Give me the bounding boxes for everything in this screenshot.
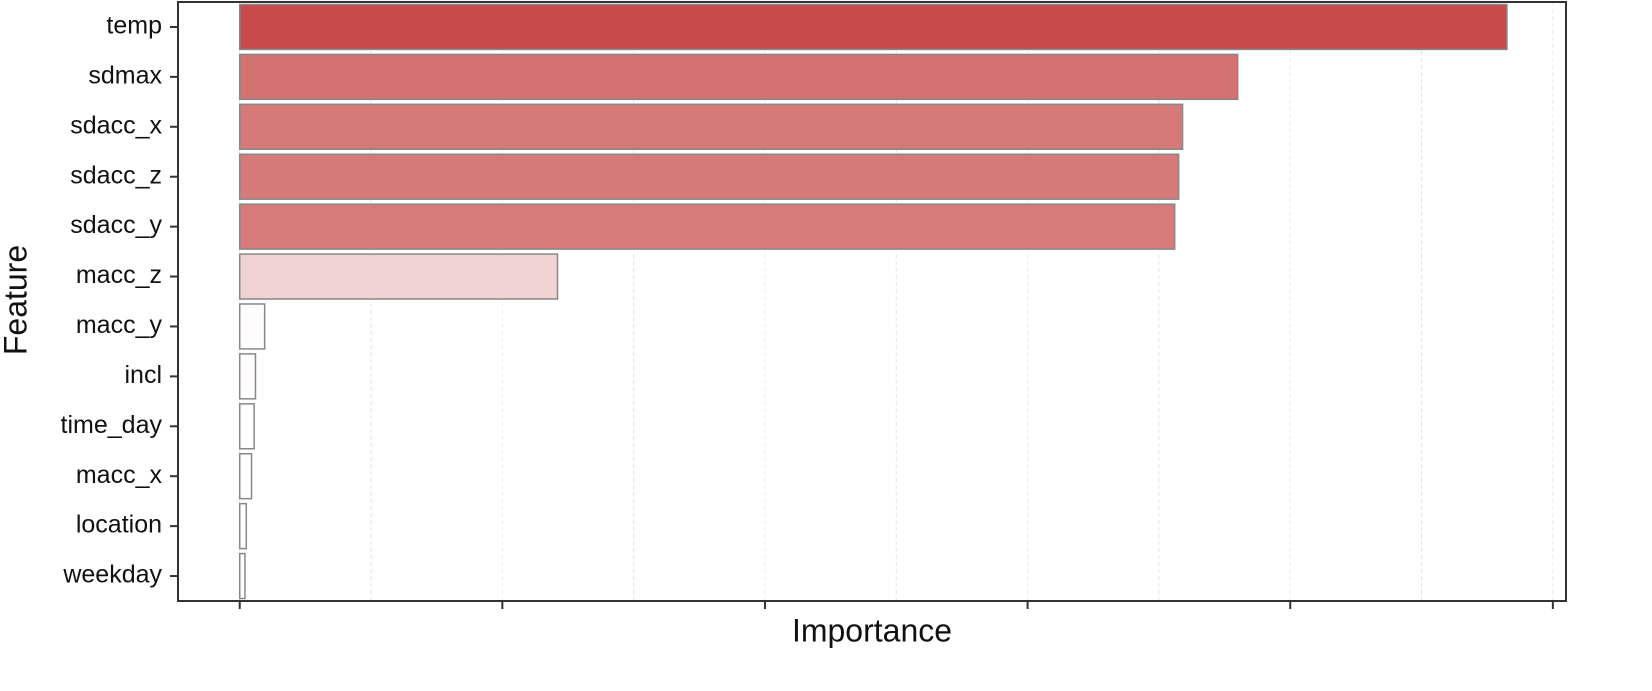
bar: [238, 303, 266, 350]
bar: [238, 253, 559, 300]
bar: [238, 203, 1176, 250]
bar: [238, 103, 1184, 151]
bar: [238, 3, 1508, 51]
y-tick-label: time_day: [61, 411, 163, 439]
y-tick-label: incl: [124, 361, 162, 389]
y-tick-label: macc_y: [76, 311, 163, 339]
y-tick-label: macc_x: [76, 461, 163, 489]
bar: [238, 452, 253, 500]
bar: [238, 353, 257, 400]
y-tick-label: sdacc_z: [70, 161, 162, 189]
y-tick-label: sdmax: [88, 61, 162, 89]
y-tick-label: temp: [106, 12, 162, 40]
y-axis-title: Feature: [0, 245, 33, 355]
y-tick-label: macc_z: [76, 261, 162, 289]
y-tick-label: sdacc_x: [70, 111, 162, 139]
x-axis-title: Importance: [792, 612, 952, 648]
y-tick-label: sdacc_y: [70, 211, 162, 239]
bar: [238, 53, 1239, 101]
y-tick-label: location: [76, 511, 162, 539]
bar: [238, 502, 248, 550]
panel-border: [177, 1, 1567, 602]
y-tick-label: weekday: [62, 561, 162, 589]
bar: [238, 552, 246, 600]
bar: [238, 403, 255, 450]
bar: [238, 153, 1180, 200]
